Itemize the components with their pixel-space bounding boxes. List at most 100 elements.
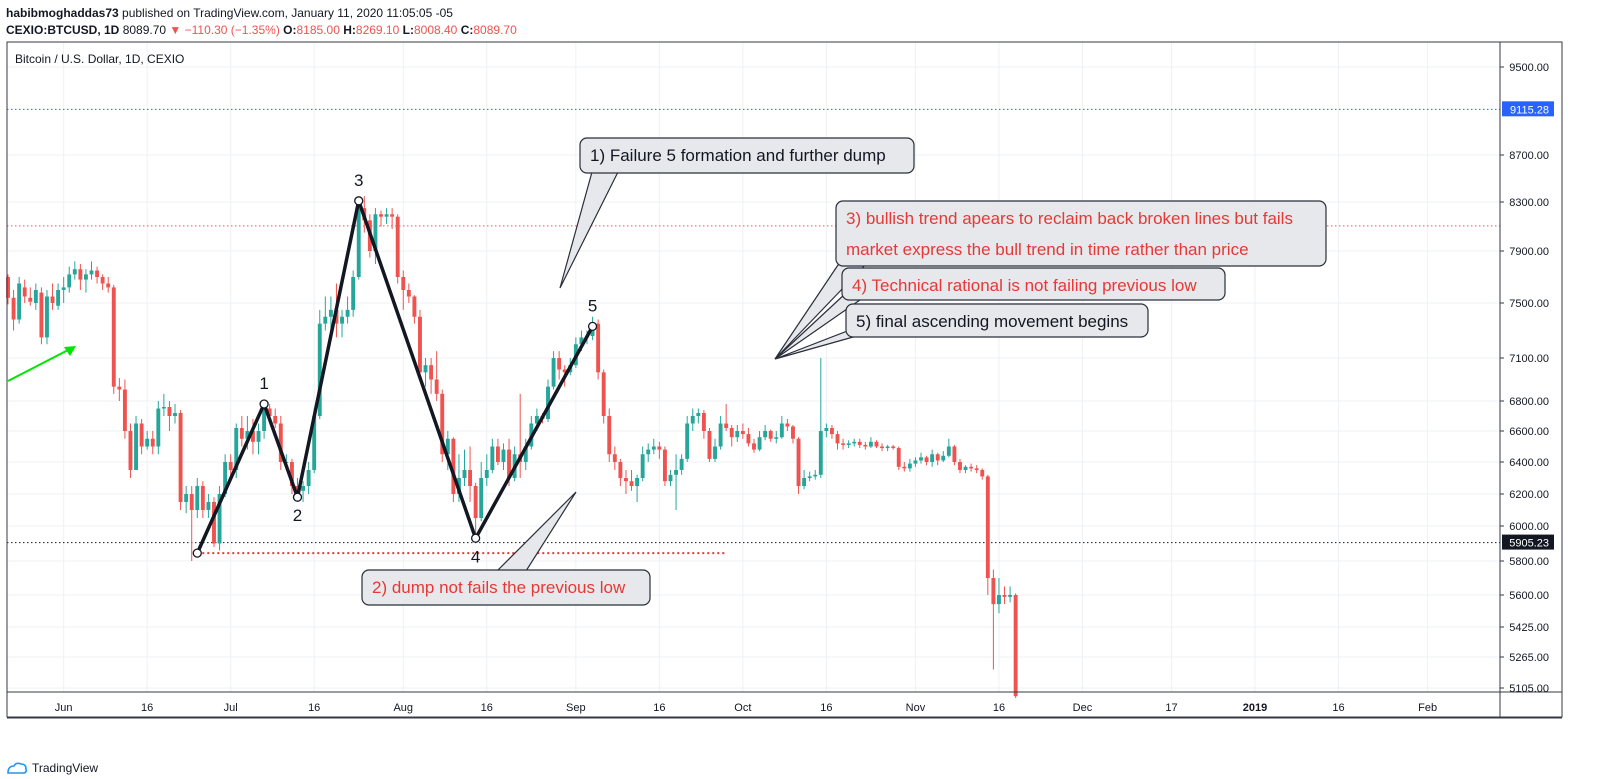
candle-body [752, 443, 756, 450]
price-label-box [1502, 534, 1554, 550]
candle-body [579, 337, 584, 345]
callout-2: 2) dump not fails the previous low [361, 491, 651, 606]
candle-body [50, 296, 55, 303]
price-tick-label: 9500.00 [1509, 62, 1549, 74]
candle-body [829, 428, 834, 435]
price-tick-label: 5105.00 [1509, 683, 1549, 695]
candle-body [651, 446, 656, 450]
callout-text: 2) dump not fails the previous low [372, 578, 626, 597]
price-tick-label: 6400.00 [1509, 457, 1549, 469]
time-tick-label: 16 [993, 702, 1005, 714]
candle-body [412, 296, 417, 317]
candle-body [596, 323, 601, 373]
candle-body [6, 277, 10, 298]
candle-body [841, 443, 846, 445]
candle-body [45, 296, 49, 338]
candle-body [629, 481, 634, 486]
candle-body [852, 441, 857, 444]
candle-body [740, 431, 745, 435]
candle-body [379, 214, 383, 217]
candle-body [22, 287, 27, 297]
candle-body [507, 449, 511, 478]
time-tick-label: Sep [566, 702, 586, 714]
candle-body [501, 449, 506, 462]
candle-body [735, 431, 740, 438]
time-tick-label: Aug [393, 702, 413, 714]
candle-body [295, 486, 300, 491]
candle-body [757, 437, 762, 450]
candle-body [534, 416, 539, 424]
wave-pattern: 1 2 3 4 5 [7, 171, 597, 566]
callout-box [841, 267, 1226, 301]
time-tick-label: Nov [906, 702, 926, 714]
candle-body [941, 455, 946, 461]
candle-body [278, 423, 283, 462]
candle-body [406, 290, 411, 297]
candle-body [267, 408, 272, 416]
candle-body [863, 444, 868, 447]
candle-body [935, 454, 940, 461]
candle-body [707, 431, 712, 459]
author-name[interactable]: habibmoghaddas73 [6, 6, 119, 20]
time-tick-label: 16 [481, 702, 493, 714]
candle-body [902, 466, 907, 469]
close-label: C: [460, 23, 474, 37]
trend-arrow-head [64, 346, 76, 356]
candle-body [122, 389, 127, 431]
time-tick-label: Jul [224, 702, 238, 714]
candle-body [885, 446, 890, 449]
time-tick-label: 16 [1332, 702, 1344, 714]
price-tick-label: 5800.00 [1509, 556, 1549, 568]
time-axis: Jun 16 Jul 16 Aug 16 Sep 16 Oct 16 Nov 16 Dec 17 2019 1… [55, 702, 1437, 714]
candle-body [434, 379, 439, 394]
time-tick-label: Jun [55, 702, 73, 714]
candle-body [33, 290, 38, 303]
candle-body [351, 277, 356, 310]
price-tick-label: 6200.00 [1509, 489, 1549, 501]
candle-body [484, 470, 489, 478]
candle-body [228, 462, 233, 470]
candle-body [145, 438, 150, 447]
open-label: O: [283, 23, 297, 37]
candle-body [95, 270, 100, 277]
candle-body [245, 431, 250, 439]
candle-body [440, 393, 445, 455]
callout-text: market express the bull trend in time ra… [846, 240, 1249, 259]
candle-body [785, 423, 790, 427]
candle-body [161, 407, 166, 409]
candle-body [212, 502, 216, 544]
candle-body [317, 323, 322, 416]
candle-body [1008, 595, 1013, 597]
candle-body [61, 287, 66, 290]
candle-body [312, 416, 317, 470]
price-label-box [1502, 101, 1554, 117]
candle-body [1002, 595, 1007, 597]
price-tick-label: 6800.00 [1509, 396, 1549, 408]
price-tick-label: 5265.00 [1509, 652, 1549, 664]
candle-body [952, 446, 957, 462]
candle-body [685, 423, 690, 459]
candle-body [323, 316, 328, 324]
candle-body [991, 578, 996, 605]
chart-header: habibmoghaddas73 published on TradingVie… [6, 5, 517, 39]
candle-body [468, 470, 473, 486]
candle-body [83, 274, 88, 280]
wave-point [259, 399, 269, 409]
low-label: L: [402, 23, 414, 37]
candle-body [1013, 595, 1018, 697]
candle-body [111, 287, 116, 387]
candle-body [657, 446, 662, 450]
candle-body [646, 449, 651, 455]
high-label: H: [343, 23, 356, 37]
price-change: ▼ −110.30 (−1.35%) [169, 23, 280, 37]
candle-body [562, 369, 567, 373]
candle-body [635, 478, 640, 486]
footer-brand[interactable]: TradingView [32, 761, 99, 775]
candle-body [679, 458, 684, 470]
time-tick-label: 17 [1165, 702, 1177, 714]
candle-body [189, 494, 194, 510]
candle-body [200, 486, 205, 510]
candle-body [729, 428, 734, 438]
candle-body [223, 462, 228, 494]
